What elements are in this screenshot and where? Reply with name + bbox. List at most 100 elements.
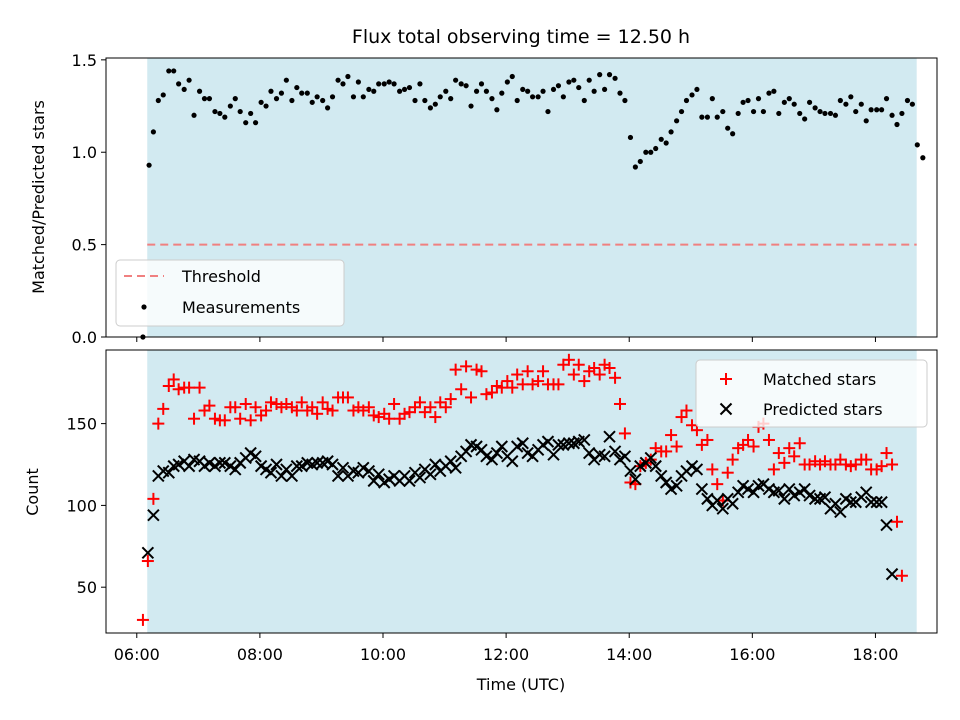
bottom-xtick-label: 18:00 [852, 645, 898, 664]
predicted-star-point [162, 466, 175, 479]
measurement-point [499, 90, 505, 96]
bottom-xtick-label: 08:00 [237, 645, 283, 664]
measurement-point [217, 110, 223, 117]
bottom-ytick-label: 150 [66, 415, 97, 434]
matched-star-point [439, 401, 452, 414]
matched-star-point [264, 396, 277, 409]
measurement-point [417, 81, 423, 87]
measurement-point [176, 81, 182, 87]
matched-star-point [660, 445, 673, 458]
measurement-point [237, 108, 243, 115]
matched-star-point [136, 613, 149, 626]
predicted-star-point [829, 497, 842, 510]
matched-star-point [485, 386, 498, 399]
matched-star-point [383, 412, 396, 425]
matched-star-point [501, 375, 514, 388]
matched-star-point [552, 378, 565, 391]
top-ytick-label: 0.5 [72, 236, 97, 255]
bottom-xtick-label: 06:00 [114, 645, 160, 664]
predicted-star-point [701, 492, 714, 506]
measurement-point [894, 121, 900, 128]
matched-star-point [424, 401, 437, 414]
measurement-point [494, 107, 500, 113]
matched-star-point [388, 397, 401, 410]
matched-star-point [362, 401, 375, 414]
matched-star-point [480, 388, 493, 401]
predicted-star-point [670, 479, 683, 492]
top-axes-frame [105, 57, 938, 338]
measurement-point [412, 97, 418, 104]
matched-star-point [521, 365, 534, 378]
measurement-point [704, 114, 710, 120]
matched-star-point [511, 368, 524, 381]
measurement-point [166, 68, 172, 74]
predicted-star-point [203, 456, 216, 470]
measurement-point [535, 94, 541, 100]
predicted-star-point [357, 461, 370, 474]
top-legend: Threshold Measurements [115, 259, 345, 327]
legend-measurements-label: Measurements [182, 298, 300, 317]
measurement-point [186, 77, 192, 83]
matched-star-point [465, 391, 478, 404]
measurement-point [550, 86, 557, 93]
measurement-point [822, 110, 828, 117]
matched-star-point [742, 433, 755, 446]
legend-predicted-label: Predicted stars [763, 400, 883, 419]
measurement-point [227, 103, 233, 109]
measurement-point [637, 158, 643, 165]
predicted-star-point [147, 509, 160, 522]
measurement-point [879, 107, 885, 113]
matched-star-point [572, 358, 585, 371]
matched-star-point [183, 381, 196, 394]
matched-star-point [495, 381, 508, 394]
predicted-star-point [372, 468, 385, 481]
measurement-point [489, 96, 495, 102]
matched-star-point [706, 463, 719, 476]
matched-star-point [537, 365, 550, 378]
measurement-point [366, 86, 372, 93]
predicted-star-point [367, 474, 380, 488]
matched-star-point [562, 353, 575, 366]
predicted-star-point [860, 486, 873, 499]
measurement-point [329, 94, 336, 100]
predicted-star-point [695, 482, 709, 496]
measurement-point [258, 99, 264, 105]
predicted-star-point [608, 445, 622, 458]
measurement-point [627, 134, 634, 141]
predicted-star-point [413, 471, 427, 484]
measurement-point [791, 101, 797, 107]
chart-title: Flux total observing time = 12.50 h [352, 26, 690, 48]
measurement-point [571, 77, 577, 83]
measurement-point [422, 97, 428, 104]
matched-star-point [875, 460, 888, 473]
legend-predicted-marker [719, 402, 733, 416]
count-points [136, 353, 908, 626]
predicted-star-point [264, 466, 278, 479]
measurement-point [602, 86, 608, 93]
measurement-point [817, 108, 823, 115]
measurement-point [689, 92, 695, 98]
measurement-point [427, 105, 433, 111]
measurement-point [371, 88, 377, 94]
bottom-axes-frame [105, 349, 938, 634]
measurement-point [345, 73, 351, 80]
measurement-point [453, 77, 459, 83]
matched-star-point [203, 399, 216, 412]
predicted-star-point [249, 450, 262, 463]
bottom-xtick-label: 14:00 [606, 645, 652, 664]
measurement-point [858, 101, 864, 107]
predicted-star-point [885, 567, 899, 581]
measurement-point [191, 112, 197, 118]
predicted-star-point [818, 491, 832, 504]
predicted-star-point [552, 438, 565, 452]
predicted-star-point [716, 502, 729, 515]
predicted-star-point [649, 459, 662, 473]
matched-star-point [578, 375, 591, 388]
measurement-point [463, 83, 469, 89]
matched-star-point [670, 440, 683, 453]
measurement-point [566, 79, 572, 85]
measurement-point [222, 114, 228, 120]
measurement-point [648, 149, 654, 155]
predicted-star-point [741, 482, 755, 496]
measurement-point [340, 81, 346, 87]
